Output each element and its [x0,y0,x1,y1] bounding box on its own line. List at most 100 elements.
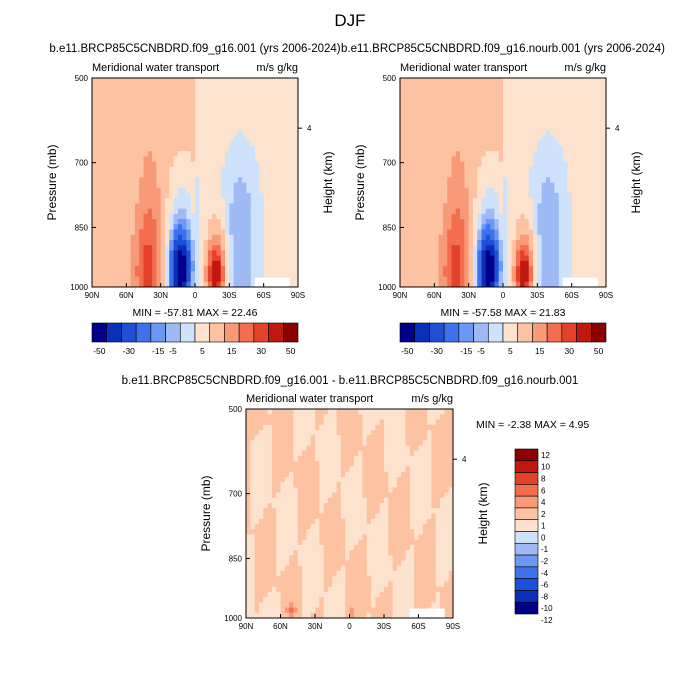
heatmap-cell [580,145,585,152]
heatmap-cell [267,161,273,168]
heatmap-cell [297,581,303,588]
heatmap-cell [285,192,290,199]
heatmap-cell [297,445,303,452]
heatmap-cell [284,581,290,588]
heatmap-cell [327,555,333,561]
y-tick-label: 1000 [378,283,396,292]
heatmap-cell [96,166,101,173]
heatmap-cell [593,161,598,168]
heatmap-cell [207,130,213,136]
heatmap-cell [524,114,530,121]
heatmap-cell [319,456,325,462]
heatmap-cell [267,140,273,147]
heatmap-cell [400,93,405,100]
heatmap-cell [284,560,290,567]
heatmap-cell [558,276,564,283]
heatmap-cell [528,93,534,100]
heatmap-cell [289,161,295,168]
heatmap-cell [104,266,110,272]
heatmap-cell [349,424,355,431]
heatmap-cell [259,239,265,246]
heatmap-cell [584,255,590,262]
heatmap-cell [276,586,281,593]
heatmap-cell [327,435,333,441]
heatmap-cell [498,78,504,84]
heatmap-cell [126,219,132,225]
heatmap-cell [468,130,474,136]
heatmap-cell [498,119,504,126]
heatmap-cell [109,234,114,241]
heatmap-cell [588,224,594,230]
heatmap-cell [271,523,277,530]
heatmap-cell [254,529,260,535]
heatmap-cell [190,213,196,220]
heatmap-cell [353,424,359,431]
heatmap-cell [160,192,166,199]
heatmap-cell [147,187,153,194]
heatmap-cell [160,119,166,126]
heatmap-cell [250,586,256,593]
heatmap-cell [152,177,157,183]
heatmap-cell [520,187,525,194]
heatmap-cell [293,539,299,546]
heatmap-cell [520,224,525,230]
heatmap-cell [229,166,235,173]
heatmap-cell [412,114,418,121]
heatmap-cell [164,125,170,131]
heatmap-cell [404,104,409,110]
heatmap-cell [212,224,217,230]
heatmap-cell [285,156,290,163]
heatmap-cell [109,281,114,288]
heatmap-cell [139,281,144,288]
heatmap-cell [250,234,256,241]
heatmap-cell [323,581,329,588]
heatmap-cell [267,492,273,499]
heatmap-cell [554,130,560,136]
heatmap-cell [250,119,256,126]
heatmap-cell [438,161,444,168]
heatmap-cell [289,192,295,199]
heatmap-cell [533,109,538,115]
heatmap-cell [515,276,521,283]
heatmap-cell [332,591,337,598]
heatmap-cell [494,109,500,115]
heatmap-cell [216,198,222,204]
heatmap-cell [117,266,123,272]
heatmap-cell [425,219,431,225]
heatmap-cell [276,83,282,89]
heatmap-cell [203,135,209,142]
heatmap-cell [563,239,568,246]
heatmap-cell [554,219,560,225]
heatmap-cell [216,78,222,84]
heatmap-cell [315,435,320,441]
colorbar-label: 30 [256,346,266,356]
heatmap-cell [109,229,114,236]
heatmap-cell [353,445,359,452]
heatmap-cell [597,260,603,267]
heatmap-cell [558,93,564,100]
heatmap-cell [550,281,555,288]
heatmap-cell [100,140,106,147]
heatmap-cell [276,250,282,257]
heatmap-cell [490,187,495,194]
heatmap-cell [545,114,551,121]
heatmap-cell [421,151,427,157]
heatmap-cell [169,234,174,241]
heatmap-cell [310,602,316,608]
heatmap-cell [601,255,607,262]
heatmap-cell [246,523,251,530]
heatmap-cell [186,166,192,173]
heatmap-cell [134,203,140,210]
heatmap-cell [297,555,303,561]
heatmap-cell [246,482,251,488]
heatmap-cell [434,130,440,136]
heatmap-cell [425,125,431,131]
heatmap-cell [451,192,457,199]
heatmap-cell [117,250,123,257]
heatmap-cell [289,135,295,142]
heatmap-cell [134,245,140,251]
heatmap-cell [558,78,564,84]
heatmap-cell [485,177,491,183]
heatmap-cell [250,450,256,457]
heatmap-cell [293,130,299,136]
